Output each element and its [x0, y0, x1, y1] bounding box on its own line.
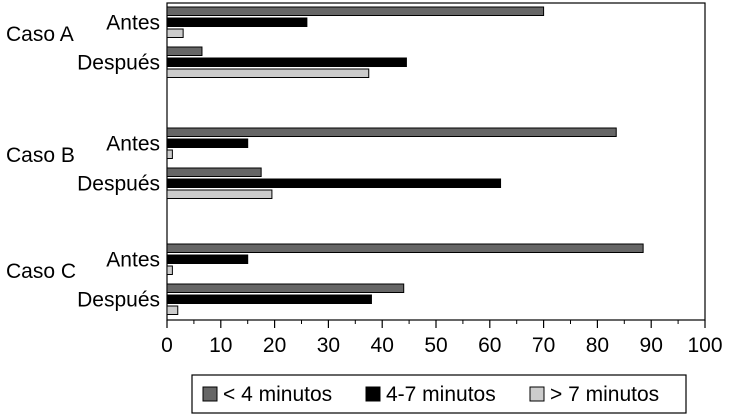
x-axis: 0 10 20 30 40 50 60 70 80 90 100	[161, 320, 723, 357]
plot-frame	[166, 2, 706, 321]
x-tick-label: 30	[317, 334, 340, 357]
bar-caso-c-antes-4-7-minutos	[166, 254, 249, 264]
legend-label: < 4 minutos	[223, 383, 332, 406]
x-tick-label: 60	[478, 334, 501, 357]
bars-layer	[166, 6, 644, 315]
subgroup-label: Después	[77, 51, 160, 74]
bar-caso-a-antes-7-minutos	[166, 28, 184, 38]
legend-box	[191, 374, 687, 414]
legend-swatch-4-minutos	[202, 386, 218, 402]
bar-caso-c-despues-4-7-minutos	[166, 294, 372, 304]
x-tick-label: 70	[532, 334, 555, 357]
legend-label: 4-7 minutos	[386, 383, 496, 406]
x-tick-label: 0	[161, 334, 173, 357]
legend-label: > 7 minutos	[550, 383, 659, 406]
group-label: Caso B	[6, 144, 75, 167]
x-tick-label: 10	[209, 334, 232, 357]
bar-caso-b-despues-7-minutos	[166, 189, 273, 199]
bar-caso-c-antes-7-minutos	[166, 265, 173, 275]
group-label: Caso C	[6, 260, 76, 283]
x-tick-label: 40	[371, 334, 394, 357]
x-tick-label: 20	[263, 334, 286, 357]
legend-swatch-4-7-minutos	[365, 386, 381, 402]
bar-caso-a-despues-4-7-minutos	[166, 57, 407, 67]
bar-caso-c-despues-7-minutos	[166, 305, 179, 315]
bar-caso-a-despues-7-minutos	[166, 68, 370, 78]
bar-caso-b-antes-4-minutos	[166, 127, 617, 137]
bar-caso-b-antes-4-7-minutos	[166, 138, 249, 148]
subgroup-label: Antes	[106, 11, 160, 34]
bar-caso-c-despues-4-minutos	[166, 283, 405, 293]
subgroup-label: Antes	[106, 132, 160, 155]
x-tick-label: 90	[640, 334, 663, 357]
subgroup-label: Después	[77, 288, 160, 311]
bar-caso-b-despues-4-minutos	[166, 167, 262, 177]
bar-caso-a-despues-4-minutos	[166, 46, 203, 56]
bar-caso-a-antes-4-minutos	[166, 6, 545, 16]
x-tick-label: 80	[586, 334, 609, 357]
subgroup-label: Después	[77, 172, 160, 195]
legend-swatch-7-minutos	[529, 386, 545, 402]
x-tick-label: 50	[424, 334, 447, 357]
bar-caso-b-antes-7-minutos	[166, 149, 173, 159]
x-tick-label: 100	[687, 334, 722, 357]
subgroup-label: Antes	[106, 248, 160, 271]
bar-caso-b-despues-4-7-minutos	[166, 178, 502, 188]
group-label: Caso A	[6, 23, 74, 46]
bar-caso-c-antes-4-minutos	[166, 243, 644, 253]
legend: < 4 minutos 4-7 minutos > 7 minutos	[191, 374, 687, 414]
bar-caso-a-antes-4-7-minutos	[166, 17, 308, 27]
